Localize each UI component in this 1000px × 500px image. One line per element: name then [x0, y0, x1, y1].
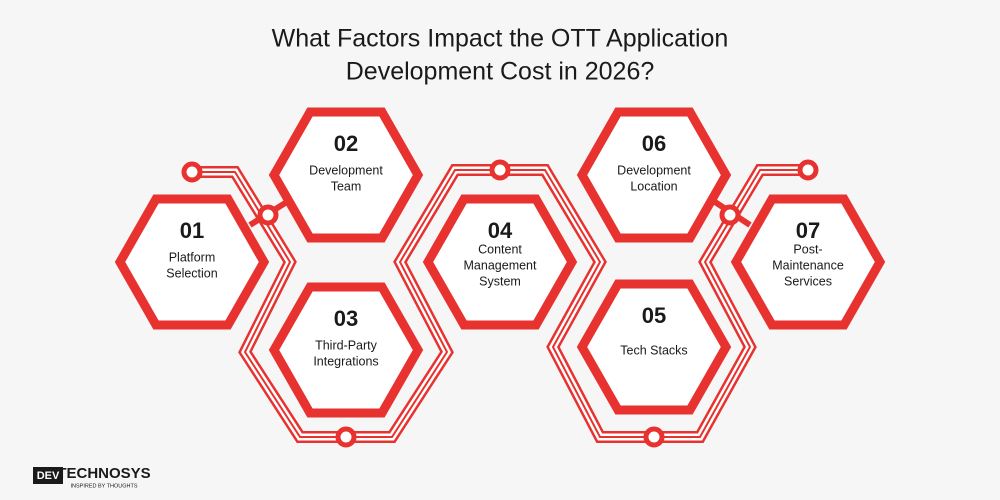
dot	[797, 159, 819, 181]
node-number: 07	[796, 218, 820, 243]
node-label: Services	[784, 274, 832, 288]
logo-box	[33, 467, 63, 484]
node-label: Integrations	[313, 354, 378, 368]
hexagon	[422, 194, 578, 330]
logo: DEV TECHNOSYS INSPIRED BY THOUGHTS	[33, 465, 151, 489]
node-label: Post-	[793, 242, 822, 256]
node-label: Content	[478, 242, 522, 256]
hexagon	[114, 194, 270, 330]
hexagon	[730, 194, 886, 330]
node-label: Management	[464, 258, 537, 272]
node-label: Development	[617, 163, 691, 177]
node-label: System	[479, 274, 521, 288]
dot	[181, 161, 203, 183]
node-label: Third-Party	[315, 338, 378, 352]
node-number: 04	[488, 218, 513, 243]
node-number: 06	[642, 131, 666, 156]
logo-name: TECHNOSYS	[57, 465, 150, 482]
title-line: Development Cost in 2026?	[346, 58, 655, 86]
dot	[489, 159, 511, 181]
dot	[643, 426, 665, 448]
connector-dots	[181, 159, 819, 448]
hexagon	[268, 282, 424, 418]
node-number: 02	[334, 131, 358, 156]
hexagon	[576, 107, 732, 243]
logo-mark: DEV	[37, 470, 60, 482]
node-label: Maintenance	[772, 258, 844, 272]
title-line: What Factors Impact the OTT Application	[272, 25, 729, 53]
node-label: Selection	[166, 266, 217, 280]
node-label: Platform	[169, 250, 216, 264]
hexagons: 01 Platform Selection 02 Development Team 03 Th…	[114, 107, 886, 418]
node-number: 03	[334, 306, 358, 331]
logo-tagline: INSPIRED BY THOUGHTS	[70, 483, 137, 489]
dot	[719, 204, 741, 226]
node-number: 01	[180, 218, 204, 243]
node-label: Team	[331, 179, 362, 193]
dot	[335, 426, 357, 448]
node-number: 05	[642, 303, 666, 328]
dot	[257, 204, 279, 226]
node-label: Location	[630, 179, 677, 193]
node-label: Development	[309, 163, 383, 177]
hexagon	[268, 107, 424, 243]
node-label: Tech Stacks	[620, 343, 687, 357]
hexagon	[576, 279, 732, 415]
